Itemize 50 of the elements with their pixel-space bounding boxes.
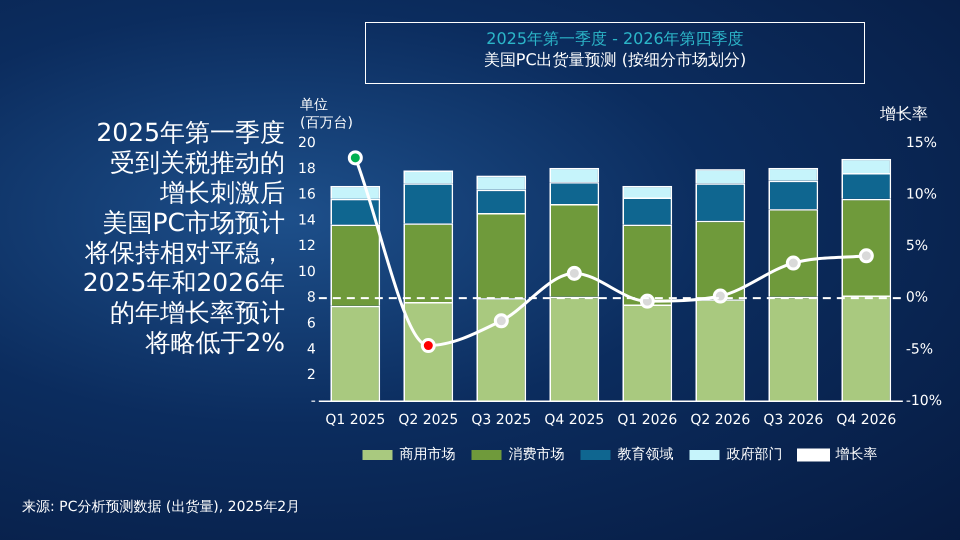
x-tick-label: Q2 2026: [690, 412, 750, 428]
legend-label: 教育领域: [618, 446, 674, 463]
x-tick-label: Q4 2026: [836, 412, 896, 428]
y2-axis-title: 增长率: [880, 104, 928, 125]
text: 2025年第一季度: [95, 118, 285, 148]
y-tick-label: 4: [306, 341, 316, 358]
y2-tick-label: 5%: [906, 238, 928, 254]
point: [348, 150, 363, 166]
x-tick-label: Q1 2026: [617, 412, 678, 428]
point: [712, 288, 728, 304]
x-tick-label: Q4 2025: [544, 412, 604, 428]
point: [494, 313, 509, 328]
y2-tick-label: 0%: [906, 290, 928, 306]
y-tick-label: 16: [298, 186, 316, 203]
y-tick-label: 20: [298, 135, 316, 152]
text: 受到关税推动的: [109, 148, 285, 178]
y-tick-label: 10: [298, 264, 316, 280]
legend-label: 消费市场: [508, 446, 564, 463]
text: 将保持相对平稳，: [84, 238, 285, 268]
text: 将略低于2%: [144, 328, 285, 358]
legend-label: 增长率: [834, 446, 878, 463]
y2-tick-label: -5%: [906, 341, 934, 358]
y2-tick-label: 15%: [906, 135, 937, 152]
y-axis-title: 单位 (百万台): [300, 96, 353, 132]
point: [566, 266, 582, 281]
point: [858, 248, 874, 264]
legend-label: 政府部门: [726, 446, 782, 463]
y-tick-label: 8: [306, 290, 316, 306]
chart-title: 2025年第一季度 - 2026年第四季度: [485, 29, 745, 50]
y2-tick-label: 10%: [906, 186, 937, 203]
y2-tick-label: -10%: [906, 392, 942, 409]
y-tick-label: 12: [298, 238, 316, 254]
y-tick-label: 2: [306, 367, 316, 384]
x-tick-label: Q3 2026: [763, 412, 824, 428]
y-tick-label: 14: [298, 212, 316, 228]
x-tick-label: Q1 2025: [325, 412, 386, 428]
chart-subtitle: 美国PC出货量预测 (按细分市场划分): [482, 50, 748, 71]
text: 美国PC市场预计: [101, 208, 285, 238]
source-note: 来源: PC分析预测数据 (出货量), 2025年2月: [22, 498, 300, 516]
y-tick-label: 6: [306, 316, 316, 332]
legend-label: 商用市场: [400, 446, 456, 463]
text: 增长刺激后: [159, 178, 285, 208]
y-tick-label: -: [310, 392, 316, 409]
text: 2025年和2026年: [82, 268, 285, 298]
x-tick-label: Q3 2025: [471, 412, 532, 428]
x-tick-label: Q2 2025: [398, 412, 458, 428]
point: [786, 256, 801, 271]
text: 的年增长率预计: [109, 298, 285, 328]
y-tick-label: 18: [298, 160, 316, 177]
point: [420, 338, 436, 354]
